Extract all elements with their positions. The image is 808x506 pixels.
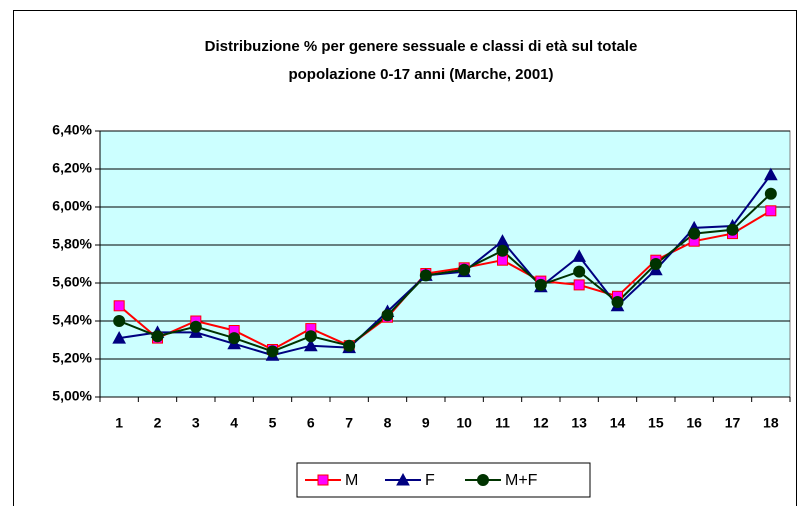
- legend: M F M+F: [296, 462, 591, 498]
- x-tick-label: 2: [154, 415, 162, 431]
- marker: [228, 332, 241, 345]
- marker: [343, 339, 356, 352]
- marker: [304, 330, 317, 343]
- legend-label: M: [345, 472, 358, 489]
- marker: [572, 249, 587, 262]
- marker: [611, 296, 624, 308]
- marker: [726, 223, 739, 236]
- marker: [497, 254, 508, 266]
- marker: [396, 472, 410, 486]
- marker: [763, 167, 778, 181]
- marker: [458, 263, 471, 276]
- x-tick-label: 10: [456, 415, 472, 431]
- marker: [381, 309, 394, 322]
- y-tick-label: 5,80%: [52, 236, 92, 252]
- x-tick-label: 18: [763, 415, 779, 431]
- x-tick-label: 11: [495, 415, 510, 431]
- x-tick-label: 3: [192, 415, 200, 431]
- x-tick-label: 6: [307, 415, 315, 431]
- marker: [151, 330, 164, 343]
- series-line: [118, 209, 772, 351]
- x-tick-label: 8: [384, 415, 392, 431]
- marker: [303, 338, 318, 352]
- y-tick-label: 5,20%: [52, 350, 92, 366]
- chart-title: Distribuzione % per genere sessuale e cl…: [205, 38, 638, 55]
- series-line: [118, 192, 772, 353]
- y-tick-label: 5,60%: [52, 274, 92, 290]
- x-tick-label: 17: [725, 415, 741, 431]
- marker: [573, 265, 586, 278]
- y-tick-label: 6,40%: [52, 122, 92, 138]
- x-tick-label: 12: [533, 415, 549, 431]
- chart-title: popolazione 0-17 anni (Marche, 2001): [288, 66, 553, 83]
- marker: [112, 331, 127, 344]
- x-tick-label: 1: [115, 415, 123, 431]
- marker: [764, 187, 777, 200]
- legend-label: F: [425, 472, 435, 489]
- y-tick-label: 5,00%: [52, 388, 92, 404]
- legend-box: [296, 462, 591, 498]
- marker: [765, 205, 777, 217]
- marker: [496, 244, 509, 257]
- marker: [419, 269, 432, 282]
- x-tick-label: 14: [610, 415, 626, 431]
- x-tick-label: 5: [269, 415, 277, 431]
- marker: [189, 320, 202, 333]
- marker: [266, 345, 279, 358]
- legend-label: M+F: [505, 472, 538, 489]
- marker: [573, 279, 585, 291]
- x-tick-label: 7: [345, 415, 353, 431]
- x-tick-label: 13: [571, 415, 587, 431]
- marker: [534, 278, 547, 291]
- marker: [688, 227, 701, 240]
- marker: [649, 258, 662, 270]
- y-tick-label: 6,20%: [52, 160, 92, 176]
- marker: [317, 474, 329, 486]
- marker: [477, 474, 489, 486]
- marker: [113, 315, 126, 327]
- x-tick-label: 4: [230, 415, 238, 431]
- y-tick-label: 5,40%: [52, 312, 92, 328]
- marker: [113, 300, 125, 312]
- x-tick-label: 9: [422, 415, 430, 431]
- x-tick-label: 15: [648, 415, 664, 431]
- y-tick-label: 6,00%: [52, 198, 92, 214]
- x-tick-label: 16: [686, 415, 702, 431]
- plot-area: [99, 130, 791, 398]
